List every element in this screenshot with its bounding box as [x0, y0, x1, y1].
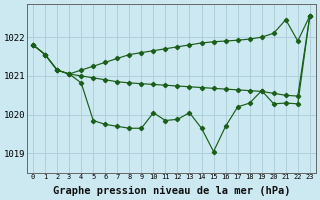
X-axis label: Graphe pression niveau de la mer (hPa): Graphe pression niveau de la mer (hPa) — [53, 186, 290, 196]
